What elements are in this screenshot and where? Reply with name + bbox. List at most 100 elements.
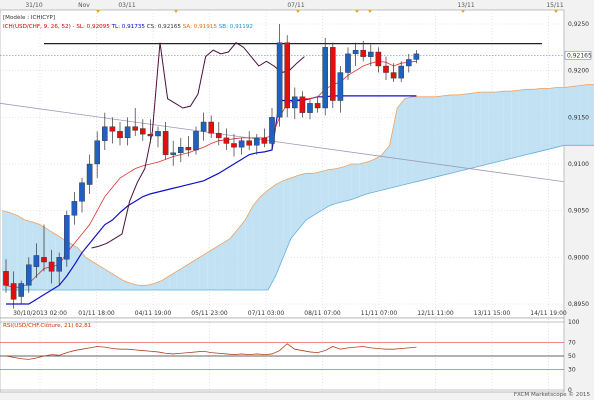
candle-body — [307, 103, 313, 113]
candle-body — [200, 121, 207, 132]
candle-body — [3, 271, 9, 286]
cloud-segment — [100, 266, 109, 290]
candle-body — [360, 49, 367, 57]
senkou-b-line — [2, 144, 594, 291]
model-label: [Modèle : ICHICYP] — [3, 14, 55, 21]
cloud-segment — [214, 243, 223, 290]
candle-body — [41, 257, 47, 263]
cloud-segment — [192, 257, 200, 290]
cloud-segment — [298, 173, 306, 230]
cloud-segment — [207, 248, 215, 290]
cloud-segment — [450, 94, 458, 174]
top-date-label: 31/10 — [25, 2, 42, 9]
candle-body — [269, 117, 275, 144]
cloud-segment — [237, 220, 246, 290]
time-tick-label: 04/11 19:00 — [135, 310, 172, 317]
cloud-segment — [336, 166, 344, 204]
candle-body — [86, 163, 93, 185]
cloud-segment — [549, 87, 557, 150]
cloud-segment — [564, 86, 572, 146]
candle-body — [314, 103, 321, 109]
event-marker — [296, 10, 300, 13]
cloud-segment — [70, 243, 78, 290]
event-marker — [461, 10, 465, 13]
candle-body — [284, 42, 291, 109]
legend-entry: SA: 0,91915 — [183, 24, 219, 30]
time-tick-label: 05/11 23:00 — [191, 310, 228, 317]
candle-body — [352, 49, 359, 55]
candles — [3, 24, 420, 309]
cloud-segment — [169, 271, 177, 290]
price-tick-label: 0,8950 — [568, 301, 589, 308]
candle-body — [170, 152, 177, 155]
cloud-segment — [176, 266, 185, 290]
watermark: FXCM Marketscope © 2015 — [514, 391, 591, 398]
top-date-label: Nov — [78, 2, 90, 9]
cloud-segment — [412, 96, 420, 183]
event-marker — [368, 10, 372, 13]
candle-body — [406, 59, 412, 67]
price-tick-label: 0,9150 — [568, 114, 589, 121]
trend-line — [0, 102, 565, 183]
cloud-segment — [442, 94, 451, 176]
cloud-segment — [496, 91, 504, 163]
candle-body — [185, 146, 192, 151]
candle-body — [330, 47, 336, 101]
candle-body — [390, 72, 397, 79]
cloud-segment — [351, 164, 360, 200]
candle-body — [299, 96, 306, 113]
time-tick-label: 07/11 03:00 — [248, 310, 285, 317]
rsi-tick-label: 50 — [568, 353, 576, 360]
time-tick-label: 01/11 18:00 — [78, 310, 115, 317]
cloud-segment — [541, 88, 550, 151]
price-tick-label: 0,9000 — [568, 254, 589, 261]
cloud-segment — [503, 91, 512, 161]
top-date-label: 03/11 — [118, 2, 135, 9]
time-tick-label: 11/11 07:00 — [361, 310, 398, 317]
legend-entry: TL: 0,91735 — [111, 24, 147, 30]
cloud-segment — [359, 162, 367, 197]
candle-body — [208, 121, 215, 134]
cloud-segment — [2, 210, 10, 290]
candle-body — [162, 131, 169, 155]
candle-body — [94, 140, 100, 165]
candle-body — [33, 255, 40, 267]
legend-entry: ICH(USD/CHF, 9, 26, 52) - — [3, 24, 76, 30]
candle-body — [398, 65, 405, 79]
cloud-segment — [518, 89, 527, 157]
top-date-label: 13/11 — [457, 2, 474, 9]
cloud-segment — [397, 98, 405, 187]
top-date-label: 07/11 — [287, 2, 304, 9]
cloud-segment — [93, 262, 101, 290]
cloud-segment — [328, 168, 337, 206]
event-marker — [96, 10, 100, 13]
price-tick-label: 0,9250 — [568, 21, 589, 28]
legend-entry: SB: 0,91192 — [219, 24, 253, 30]
cloud-segment — [268, 184, 276, 290]
current-price-label: 0,92165 — [567, 52, 592, 59]
candle-body — [26, 264, 32, 286]
cloud-segment — [138, 285, 147, 290]
event-marker — [355, 10, 359, 13]
cloud-segment — [374, 154, 382, 192]
cloud-segment — [252, 196, 261, 290]
cloud-segment — [427, 96, 436, 179]
time-tick-label: 14/11 19:00 — [530, 310, 567, 317]
candle-body — [56, 257, 62, 272]
candle-body — [147, 133, 154, 137]
senkou-a-line — [1, 84, 594, 286]
cloud-segment — [366, 159, 375, 194]
top-date-label: 15/11 — [546, 2, 563, 9]
cloud-segment — [572, 85, 580, 146]
cloud-segment — [290, 175, 299, 239]
cloud-segment — [306, 173, 314, 220]
candle-body — [292, 96, 298, 109]
indicator-lines — [0, 42, 565, 305]
candle-body — [253, 137, 260, 146]
candle-body — [18, 283, 25, 297]
candle-body — [322, 47, 329, 109]
candle-body — [261, 137, 268, 144]
rsi-tick-label: 100 — [568, 319, 580, 326]
cloud-segment — [420, 96, 428, 181]
